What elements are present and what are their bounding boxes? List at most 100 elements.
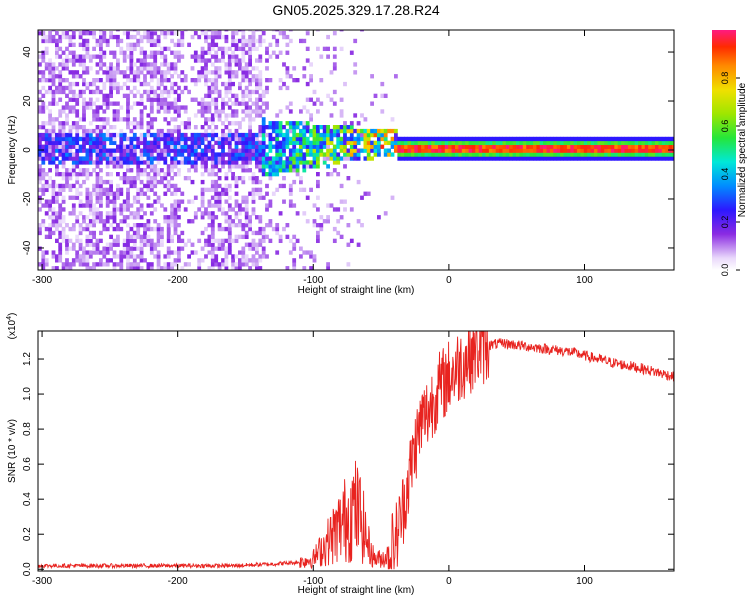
- heatmap-cell: [85, 238, 90, 244]
- heatmap-cell: [143, 230, 147, 236]
- heatmap-cell: [492, 144, 497, 149]
- heatmap-cell: [129, 46, 134, 52]
- heatmap-cell: [238, 62, 242, 67]
- snr-frame: [37, 330, 675, 572]
- heatmap-cell: [394, 148, 398, 153]
- heatmap-cell: [217, 109, 222, 114]
- heatmap-cell: [75, 74, 80, 79]
- heatmap-cell: [570, 140, 575, 146]
- heatmap-cell: [594, 140, 598, 146]
- heatmap-cell: [519, 136, 524, 142]
- heatmap-cell: [210, 152, 215, 157]
- heatmap-cell: [180, 152, 185, 157]
- heatmap-cell: [99, 211, 103, 216]
- heatmap-cell: [302, 121, 307, 126]
- heatmap-cell: [82, 81, 86, 87]
- heatmap-cell: [661, 148, 666, 153]
- heatmap-cell: [302, 164, 307, 169]
- heatmap-cell: [200, 156, 205, 161]
- heatmap-cell: [305, 195, 310, 200]
- heatmap-cell: [132, 93, 137, 99]
- heatmap-cell: [139, 152, 144, 157]
- heatmap-cell: [65, 176, 69, 181]
- heatmap-cell: [265, 164, 269, 169]
- heatmap-cell: [112, 164, 117, 169]
- heatmap-cell: [221, 46, 225, 52]
- heatmap-cell: [112, 74, 117, 79]
- heatmap-cell: [295, 156, 300, 161]
- heatmap-cell: [51, 121, 56, 126]
- heatmap-cell: [248, 176, 252, 181]
- heatmap-cell: [251, 187, 256, 193]
- heatmap-cell: [309, 187, 313, 193]
- heatmap-cell: [116, 254, 120, 259]
- heatmap-cell: [339, 148, 344, 153]
- heatmap-cell: [65, 242, 69, 247]
- heatmap-cell: [129, 148, 134, 153]
- heatmap-cell: [441, 140, 446, 146]
- heatmap-cell: [309, 148, 313, 153]
- heatmap-cell: [248, 246, 252, 251]
- heatmap-cell: [55, 211, 59, 216]
- heatmap-cell: [600, 136, 605, 142]
- heatmap-cell: [41, 70, 46, 75]
- heatmap-cell: [444, 152, 449, 157]
- heatmap-cell: [295, 160, 300, 165]
- heatmap-cell: [51, 223, 56, 228]
- heatmap-cell: [316, 144, 320, 149]
- heatmap-cell: [116, 234, 120, 240]
- heatmap-cell: [143, 136, 147, 142]
- heatmap-cell: [200, 172, 205, 177]
- heatmap-cell: [92, 148, 96, 153]
- heatmap-cell: [224, 66, 229, 71]
- heatmap-cell: [71, 258, 76, 263]
- heatmap-cell: [207, 168, 212, 173]
- heatmap-cell: [160, 152, 164, 157]
- heatmap-cell: [322, 140, 327, 146]
- heatmap-cell: [136, 226, 141, 232]
- heatmap-cell: [109, 242, 113, 247]
- heatmap-cell: [221, 191, 225, 196]
- heatmap-cell: [519, 152, 524, 157]
- heatmap-cell: [346, 156, 351, 161]
- heatmap-cell: [160, 176, 164, 181]
- heatmap-cell: [248, 226, 252, 232]
- heatmap-cell: [51, 62, 56, 67]
- heatmap-cell: [166, 46, 171, 52]
- heatmap-cell: [275, 168, 280, 173]
- heatmap-cell: [105, 262, 110, 267]
- heatmap-cell: [458, 156, 463, 161]
- heatmap-cell: [227, 168, 232, 173]
- heatmap-cell: [258, 230, 263, 236]
- heatmap-cell: [295, 140, 300, 146]
- heatmap-cell: [346, 262, 351, 267]
- heatmap-cell: [566, 148, 571, 153]
- heatmap-cell: [210, 101, 215, 106]
- heatmap-cell: [380, 144, 385, 149]
- heatmap-cell: [221, 34, 225, 40]
- heatmap-cell: [248, 81, 252, 87]
- heatmap-cell: [214, 215, 219, 220]
- heatmap-cell: [180, 31, 185, 36]
- heatmap-cell: [41, 50, 46, 55]
- heatmap-cell: [78, 89, 83, 95]
- heatmap-cell: [55, 183, 59, 189]
- heatmap-cell: [58, 125, 63, 130]
- heatmap-cell: [261, 31, 266, 36]
- heatmap-cell: [183, 30, 188, 32]
- heatmap-cell: [156, 50, 161, 55]
- heatmap-cell: [255, 140, 259, 146]
- heatmap-cell: [95, 215, 100, 220]
- heatmap-cell: [48, 85, 52, 91]
- heatmap-cell: [163, 191, 168, 196]
- heatmap-cell: [136, 42, 141, 48]
- heatmap-cell: [234, 140, 239, 146]
- heatmap-cell: [116, 183, 120, 189]
- heatmap-cell: [241, 207, 246, 212]
- heatmap-cell: [75, 187, 80, 193]
- heatmap-cell: [468, 144, 473, 149]
- heatmap-cell: [68, 136, 73, 142]
- heatmap-cell: [75, 254, 80, 259]
- heatmap-cell: [126, 144, 130, 149]
- heatmap-cell: [319, 223, 324, 228]
